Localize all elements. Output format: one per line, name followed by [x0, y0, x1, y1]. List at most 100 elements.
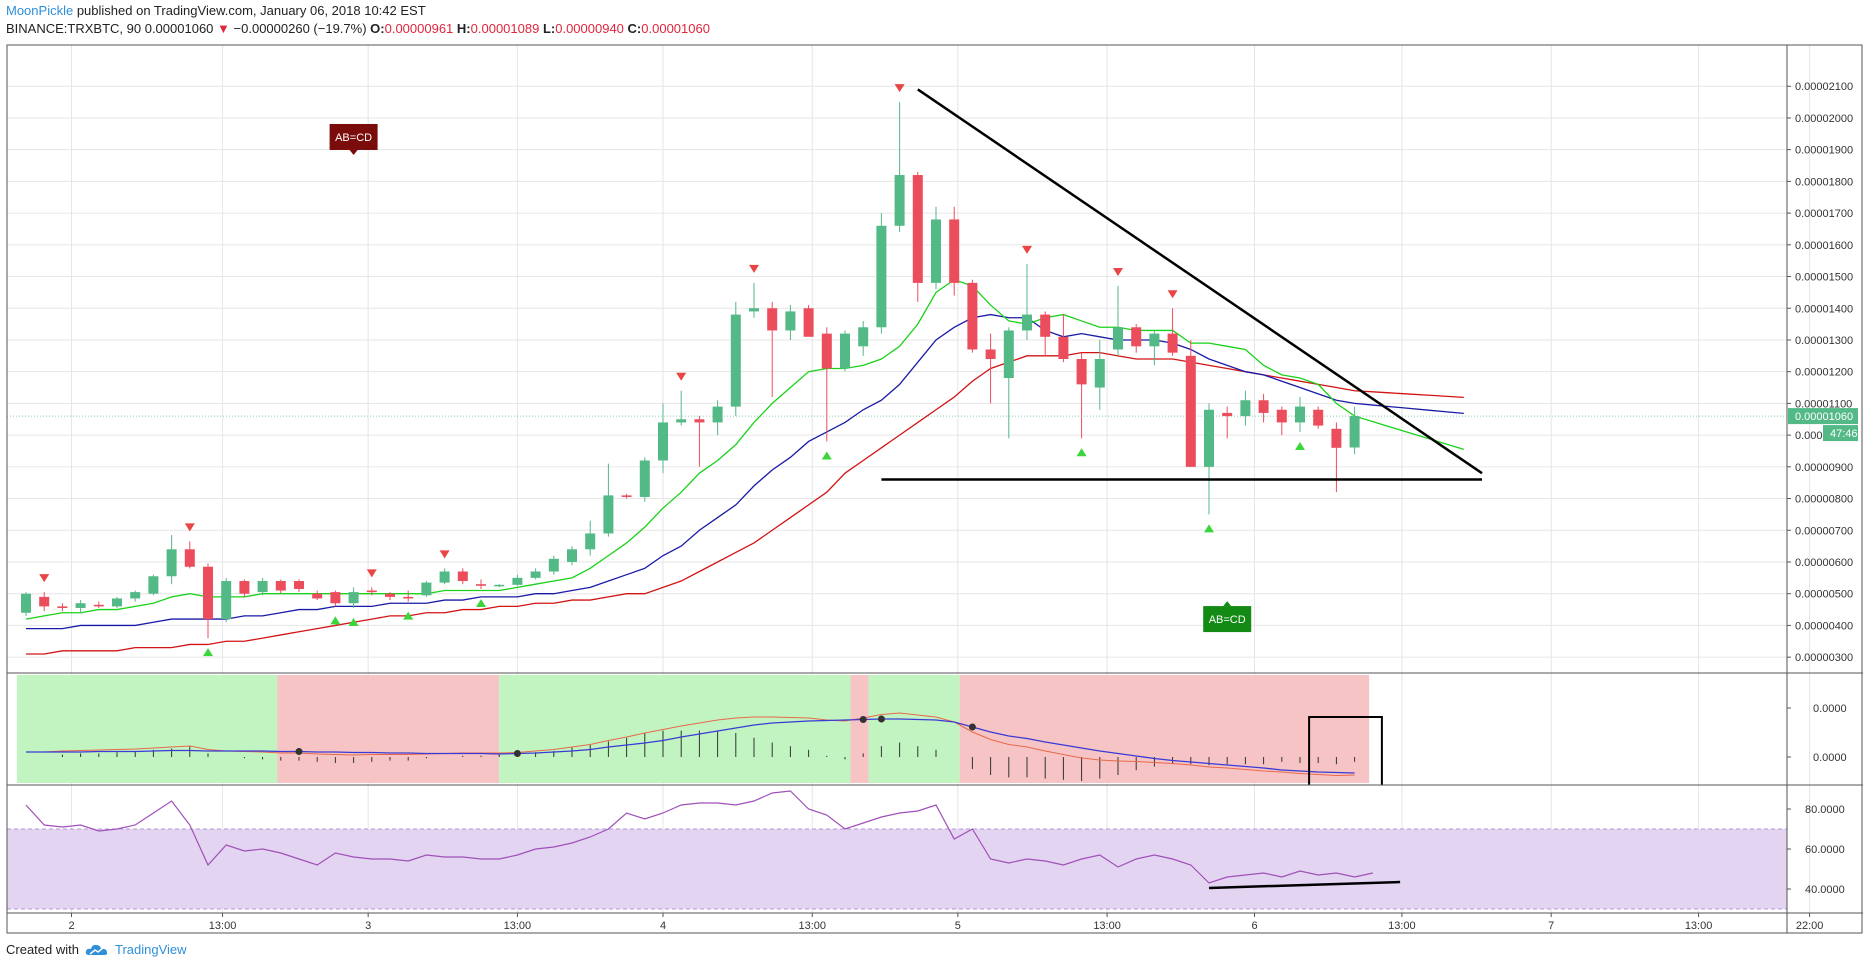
candle-body-8 — [166, 549, 177, 577]
candle-body-49 — [912, 175, 923, 283]
indicator-annotation-box — [1308, 716, 1383, 785]
down-marker-4 — [749, 264, 759, 273]
candle-body-25 — [476, 584, 486, 586]
candle-body-44 — [821, 333, 832, 369]
candle-body-50 — [931, 219, 941, 283]
tradingview-link[interactable]: TradingView — [114, 942, 187, 957]
up-marker-1 — [330, 616, 341, 625]
candle-body-56 — [1040, 314, 1051, 337]
candle-body-52 — [967, 282, 978, 350]
candle-body-15 — [294, 581, 304, 589]
symbol-label: BINANCE:TRXBTC, 90 — [6, 21, 142, 36]
candle-body-65 — [1204, 409, 1214, 467]
indicator-zone-1 — [277, 675, 500, 783]
open-label: O: — [370, 21, 385, 36]
candle-body-60 — [1113, 327, 1123, 350]
time-tick-label-7: 13:00 — [1093, 920, 1121, 932]
time-tick-label-3: 13:00 — [504, 920, 532, 932]
indicator-zone-2 — [499, 675, 851, 783]
time-tick-label-5: 13:00 — [798, 920, 826, 932]
candle-body-48 — [894, 175, 905, 226]
candle-body-26 — [494, 584, 505, 587]
candle-body-9 — [184, 549, 195, 567]
candle-body-70 — [1295, 406, 1305, 423]
up-marker-7 — [1204, 524, 1214, 533]
candle-body-58 — [1076, 359, 1087, 385]
time-tick-label-0: 2 — [68, 920, 74, 932]
indicator-zone-0 — [16, 675, 278, 783]
candle-body-11 — [221, 581, 232, 620]
pattern-label-text-1: AB=CD — [1209, 614, 1246, 626]
up-marker-6 — [1076, 448, 1087, 457]
time-tick-label-8: 6 — [1251, 920, 1257, 932]
candle-body-4 — [93, 604, 104, 607]
candle-body-64 — [1185, 355, 1196, 467]
candle-body-28 — [530, 571, 541, 578]
candle-body-16 — [312, 593, 323, 599]
indicator-tick-label-1: 0.0000 — [1813, 752, 1847, 764]
trading-chart[interactable]: 0.00000300 0.00000400 0.00000500 0.00000600… — [0, 0, 1863, 935]
candle-body-13 — [257, 581, 268, 593]
candle-body-0 — [21, 593, 31, 613]
rsi-tick-label-1: 60.0000 — [1805, 844, 1845, 856]
last-price: 0.00001060 — [144, 21, 214, 36]
pattern-label-box-0 — [329, 123, 378, 150]
cross-point-0 — [295, 748, 303, 755]
indicator-tick-label-0: 0.0000 — [1813, 703, 1847, 715]
pattern-label-box-1 — [1203, 606, 1252, 633]
down-marker-6 — [894, 84, 905, 93]
candle-body-1 — [39, 596, 50, 607]
candle-body-38 — [712, 406, 723, 423]
candle-body-20 — [385, 593, 395, 597]
candle-body-14 — [275, 581, 286, 591]
price-tick-label-14: 0.00001700 — [1795, 208, 1853, 220]
time-tick-label-2: 3 — [365, 920, 371, 932]
candle-body-68 — [1258, 400, 1269, 413]
time-tick-label-11: 13:00 — [1685, 920, 1713, 932]
candle-body-12 — [239, 581, 250, 594]
candle-body-32 — [603, 495, 614, 534]
low-label: L: — [542, 21, 556, 36]
high-label: H: — [456, 21, 471, 36]
price-tick-label-6: 0.00000900 — [1795, 462, 1853, 474]
candle-body-51 — [949, 219, 960, 283]
change-value: −0.00000260 (−19.7%) — [233, 21, 367, 36]
candle-body-27 — [512, 577, 523, 585]
candle-body-47 — [876, 225, 887, 328]
rsi-tick-label-0: 80.0000 — [1805, 804, 1845, 816]
countdown-tag-text: 47:46 — [1830, 428, 1858, 440]
cross-point-4 — [968, 723, 976, 731]
candle-body-40 — [749, 308, 759, 312]
rsi-band — [7, 829, 1787, 909]
ema-fast-line — [25, 278, 1464, 620]
candle-body-41 — [767, 308, 778, 331]
candle-body-34 — [639, 460, 650, 497]
time-tick-label-4: 4 — [660, 920, 666, 932]
price-tick-label-18: 0.00002100 — [1795, 81, 1853, 93]
candle-body-5 — [112, 598, 122, 607]
rsi-tick-label-2: 40.0000 — [1805, 884, 1845, 896]
ema-lines — [25, 278, 1464, 655]
down-marker-5 — [676, 372, 687, 381]
candle-body-31 — [585, 533, 596, 550]
down-marker-9 — [1167, 290, 1178, 299]
candle-body-39 — [730, 314, 741, 407]
candle-body-69 — [1276, 409, 1287, 423]
candle-body-55 — [1022, 314, 1032, 331]
down-marker-0 — [39, 574, 50, 583]
time-tick-label-9: 13:00 — [1388, 920, 1416, 932]
high-value: 0.00001089 — [470, 21, 540, 36]
candle-body-72 — [1331, 428, 1342, 448]
down-marker-3 — [439, 550, 450, 559]
price-tick-label-17: 0.00002000 — [1795, 113, 1853, 125]
candles — [21, 102, 1360, 639]
candle-body-3 — [75, 603, 86, 608]
ema-slow-line — [26, 352, 1464, 655]
last-price-tag-text: 0.00001060 — [1795, 411, 1853, 423]
candle-body-33 — [621, 495, 632, 497]
candle-body-59 — [1094, 359, 1105, 388]
author-link[interactable]: MoonPickle — [6, 3, 74, 18]
price-tick-label-4: 0.00000700 — [1795, 525, 1853, 537]
cross-point-1 — [513, 750, 521, 757]
pattern-label-text-0: AB=CD — [335, 132, 372, 144]
